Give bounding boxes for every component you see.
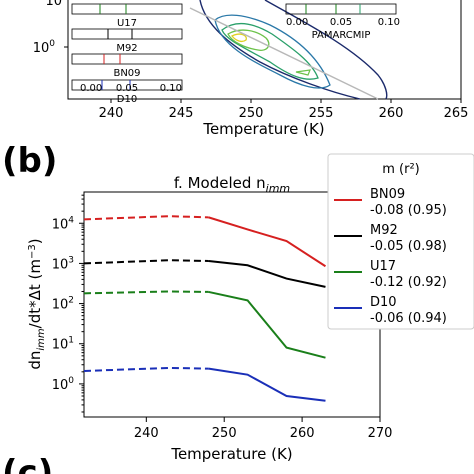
modeled-nimm-chart: f. Modeled nimm 100 101 102 103 104 240 250 26…: [26, 174, 392, 463]
inset-bar-u17: [71, 3, 183, 15]
legend-stats-d10: -0.06 (0.94): [370, 311, 447, 326]
legend-name-u17: U17: [370, 259, 396, 274]
inset-scale-1: 0.05: [116, 83, 138, 94]
y-tick-label: 102: [52, 296, 74, 313]
series-line-m92-dashed: [83, 259, 209, 265]
series-line-bn09: [208, 216, 327, 268]
inset-group-left: U17 M92 BN09 0.00 0.05 0.10 D10: [71, 3, 183, 105]
inset-bar-bn09: [71, 53, 183, 65]
fit-line: [189, 7, 379, 100]
inset-scale-2: 0.10: [160, 83, 182, 94]
top-panel-frame: [67, 0, 462, 100]
y-ticks: 100 101 102 103 104: [52, 194, 84, 413]
top-xtick-265: 265: [444, 106, 469, 121]
inset-scale-0: 0.00: [80, 83, 102, 94]
top-ytick-partial: 10: [45, 0, 62, 9]
inset-label-m92: M92: [116, 43, 137, 54]
legend-stats-m92: -0.05 (0.98): [370, 239, 447, 254]
inset-bar-m92: [71, 28, 183, 40]
x-axis-label: Temperature (K): [170, 445, 292, 463]
series-line-bn09-dashed: [83, 215, 209, 221]
inset-label-bn09: BN09: [113, 68, 140, 79]
panel-c-label: (c): [2, 453, 53, 474]
peak-contour: [230, 33, 247, 43]
chart-title: f. Modeled nimm: [174, 174, 290, 195]
series-lines: [83, 215, 327, 402]
pamarc-scale-0: 0.00: [286, 17, 308, 28]
top-xlabel: Temperature (K): [202, 120, 324, 138]
legend-name-d10: D10: [370, 295, 397, 310]
inset-label-d10: D10: [117, 94, 137, 105]
outer-contour-right: [264, 0, 388, 100]
legend-stats-bn09: -0.08 (0.95): [370, 203, 447, 218]
top-xtick-240: 240: [99, 106, 124, 121]
top-ytick-label: 100: [33, 39, 56, 56]
legend-name-bn09: BN09: [370, 187, 405, 202]
pamarc-label: PAMARCMIP: [312, 30, 371, 41]
mid-contour: [214, 14, 331, 89]
inset-label-u17: U17: [117, 18, 137, 29]
top-xtick-250: 250: [239, 106, 264, 121]
small-contour: [295, 69, 311, 76]
top-panel: U17 M92 BN09 0.00 0.05 0.10 D10 0.00 0.0…: [33, 0, 469, 138]
x-tick-label: 260: [290, 426, 315, 441]
outer-contour: [199, 0, 361, 100]
core-contour: [227, 29, 270, 51]
series-line-u17: [208, 290, 326, 359]
x-tick-label: 270: [368, 426, 393, 441]
legend-stats-u17: -0.12 (0.92): [370, 275, 447, 290]
series-line-m92: [208, 259, 326, 288]
series-line-d10: [208, 367, 326, 402]
y-tick-label: 100: [52, 376, 75, 393]
inner-contour: [221, 23, 319, 80]
series-line-d10-dashed: [83, 366, 209, 372]
legend-name-m92: M92: [370, 223, 398, 238]
y-tick-label: 101: [52, 336, 74, 353]
pamarc-scale-1: 0.05: [330, 17, 352, 28]
panel-b-label: (b): [2, 141, 57, 181]
x-ticks: 240 250 260 270: [134, 417, 393, 441]
y-tick-label: 103: [52, 255, 74, 272]
inset-pamarcmip: 0.00 0.05 0.10 PAMARCMIP: [285, 3, 400, 41]
x-tick-label: 250: [212, 426, 237, 441]
legend-title: m (r²): [382, 162, 420, 177]
top-xtick-245: 245: [169, 106, 194, 121]
top-xtick-260: 260: [379, 106, 404, 121]
pamarc-scale-2: 0.10: [378, 17, 400, 28]
y-tick-label: 104: [52, 215, 75, 232]
legend: m (r²) BN09-0.08 (0.95) M92-0.05 (0.98) U1…: [327, 153, 474, 330]
legend-entries: BN09-0.08 (0.95) M92-0.05 (0.98) U17-0.12 …: [334, 187, 447, 326]
y-axis-label: dnimm/dt*Δt (m−3): [26, 238, 47, 369]
series-line-u17-dashed: [83, 290, 209, 295]
top-xtick-255: 255: [309, 106, 334, 121]
inset-bar-pamarc: [285, 3, 397, 15]
legend-frame: [327, 153, 474, 330]
top-xticks: 240 245 250 255 260 265: [99, 99, 469, 121]
x-tick-label: 240: [134, 426, 159, 441]
inset-bar-d10: [71, 79, 183, 91]
